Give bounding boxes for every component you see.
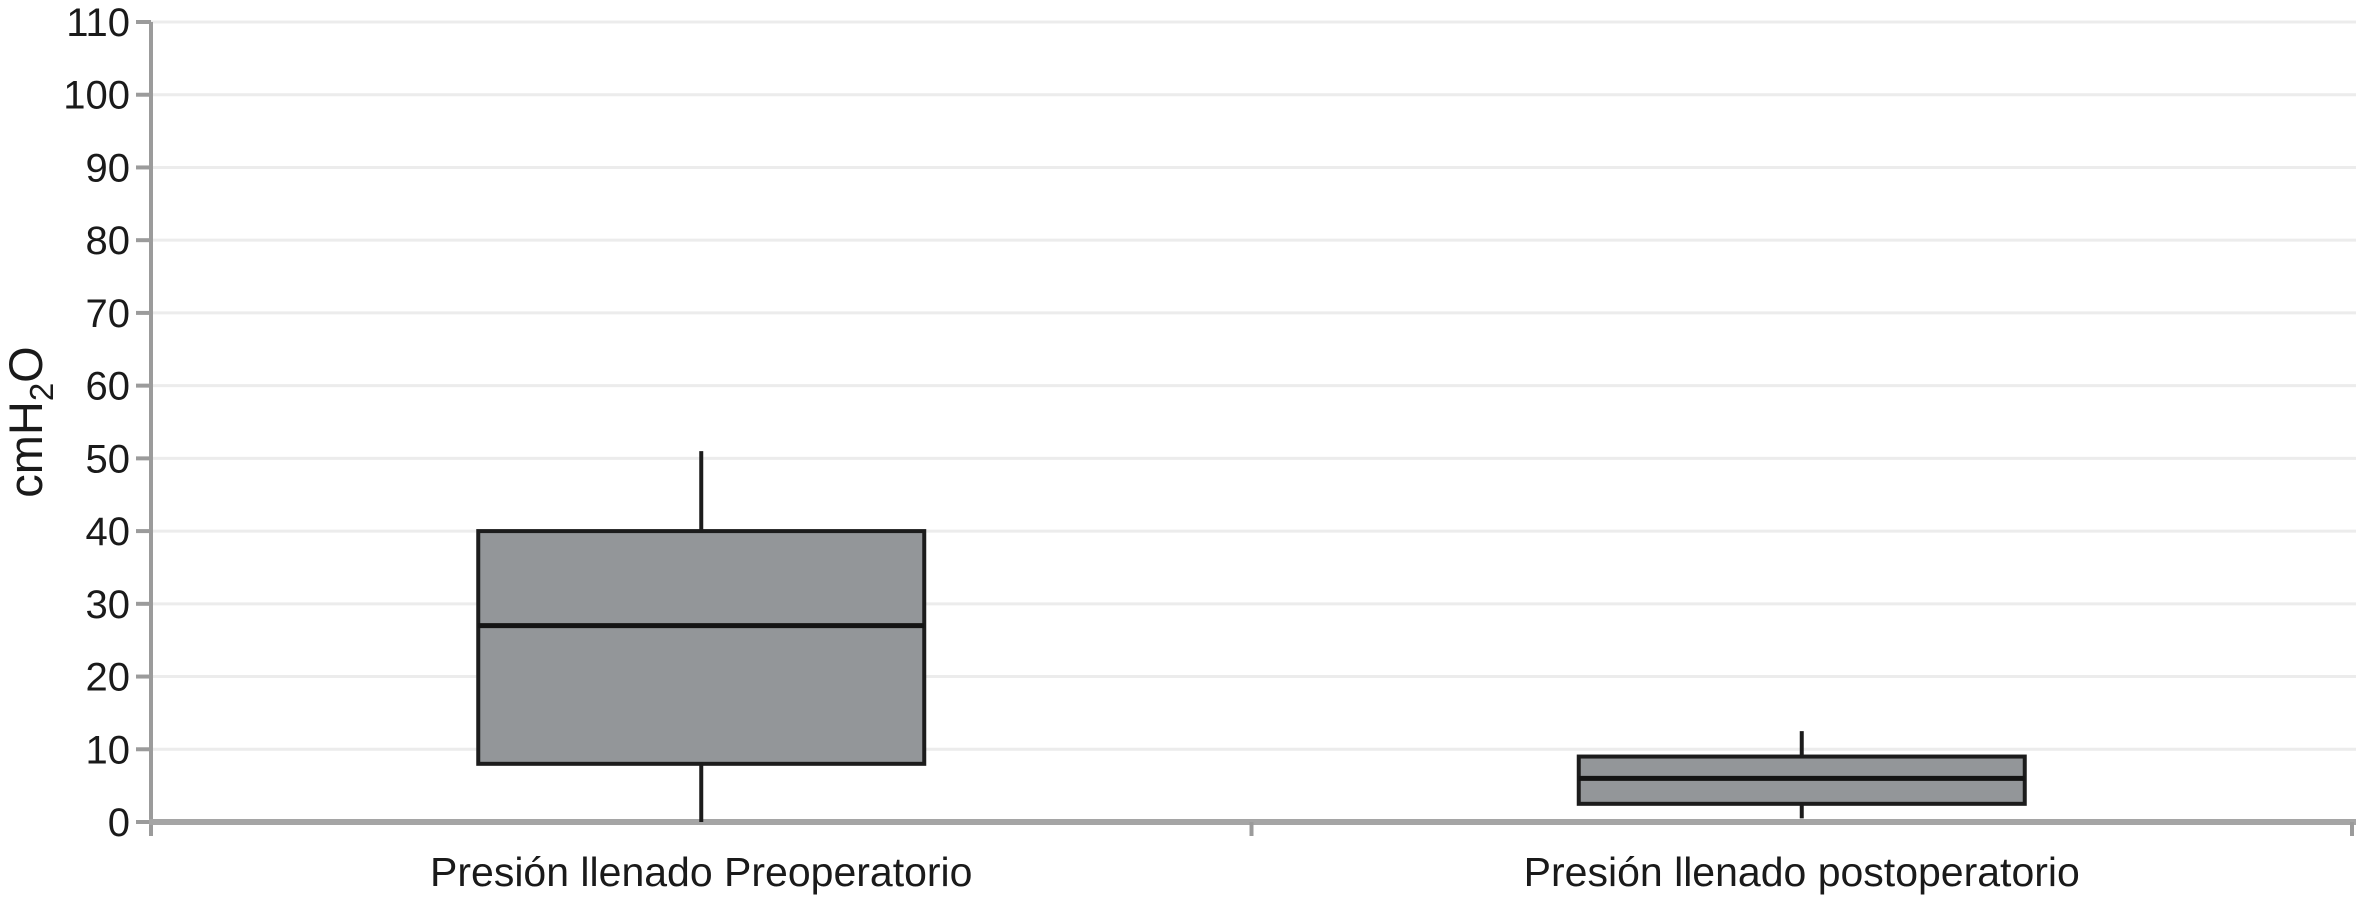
y-tick-label: 40 bbox=[86, 510, 131, 554]
y-tick-label: 50 bbox=[86, 437, 131, 481]
y-axis-title-subscript: 2 bbox=[23, 383, 60, 401]
y-tick-label: 100 bbox=[63, 74, 130, 118]
y-tick-label: 60 bbox=[86, 365, 131, 409]
y-tick-label: 110 bbox=[66, 1, 130, 45]
y-axis-title-suffix: O bbox=[0, 346, 52, 383]
y-tick-label: 20 bbox=[86, 656, 131, 700]
y-axis-title-prefix: cmH bbox=[0, 401, 52, 498]
x-category-label: Presión llenado Preoperatorio bbox=[430, 849, 972, 895]
y-axis-title: cmH2O bbox=[0, 346, 60, 498]
box-plot-group: Presión llenado Preoperatorio bbox=[430, 451, 972, 895]
y-tick-label: 90 bbox=[86, 146, 131, 190]
y-tick-label: 10 bbox=[86, 728, 131, 772]
y-tick-label: 30 bbox=[86, 583, 131, 627]
box-rect bbox=[476, 529, 927, 766]
y-tick-label: 0 bbox=[108, 801, 130, 845]
y-tick-label: 80 bbox=[86, 219, 131, 263]
box-plot-group: Presión llenado postoperatorio bbox=[1524, 731, 2080, 895]
y-tick-label: 70 bbox=[86, 292, 131, 336]
x-category-label: Presión llenado postoperatorio bbox=[1524, 849, 2080, 895]
